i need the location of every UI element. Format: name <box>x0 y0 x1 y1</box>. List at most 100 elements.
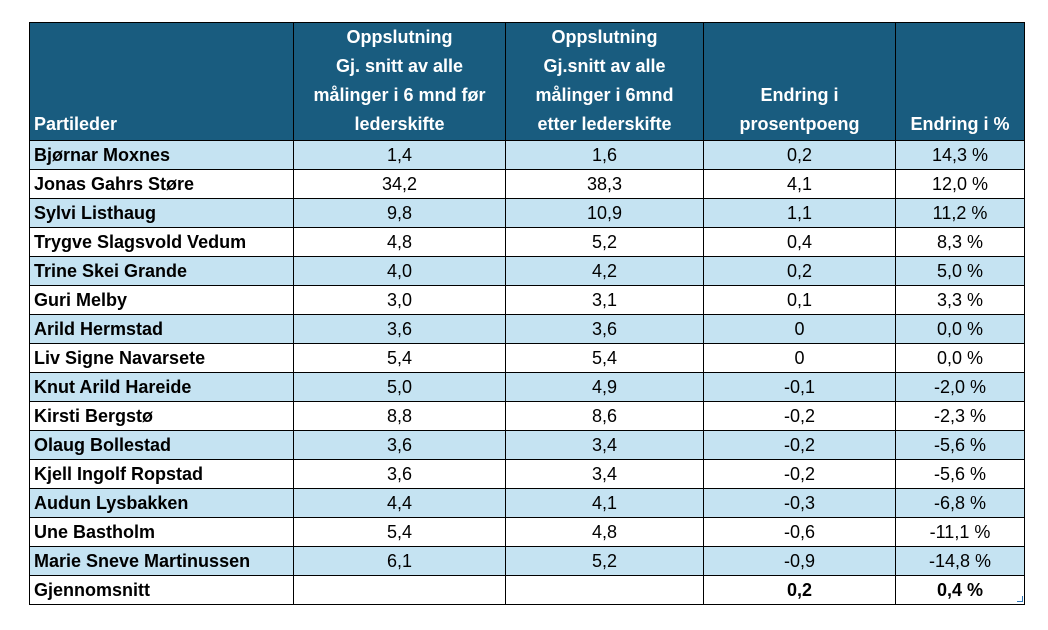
after-cell[interactable]: 4,1 <box>505 488 704 518</box>
after-cell[interactable]: 3,1 <box>505 285 704 315</box>
table-row: Jonas Gahrs Støre 34,2 38,3 4,1 12,0 % <box>29 169 1025 199</box>
change-pp-cell[interactable]: -0,3 <box>703 488 896 518</box>
before-cell[interactable]: 3,6 <box>293 459 506 489</box>
change-pct-cell[interactable]: -5,6 % <box>895 459 1025 489</box>
name-cell[interactable]: Trygve Slagsvold Vedum <box>29 227 294 257</box>
change-pp-cell[interactable]: 0,2 <box>703 140 896 170</box>
change-pct-cell[interactable]: 5,0 % <box>895 256 1025 286</box>
name-cell[interactable]: Guri Melby <box>29 285 294 315</box>
header-before[interactable]: Oppslutning Gj. snitt av alle målinger i… <box>293 22 506 141</box>
change-pct-cell[interactable]: -2,3 % <box>895 401 1025 431</box>
change-pp-cell[interactable]: 0 <box>703 343 896 373</box>
name-cell[interactable]: Liv Signe Navarsete <box>29 343 294 373</box>
after-cell[interactable]: 5,2 <box>505 546 704 576</box>
table-row: Liv Signe Navarsete 5,4 5,4 0 0,0 % <box>29 343 1025 373</box>
after-cell[interactable]: 38,3 <box>505 169 704 199</box>
name-cell[interactable]: Olaug Bollestad <box>29 430 294 460</box>
header-line: Oppslutning <box>551 27 658 47</box>
header-line: Endring i % <box>910 114 1010 134</box>
change-pct-cell[interactable]: 11,2 % <box>895 198 1025 228</box>
name-cell[interactable]: Trine Skei Grande <box>29 256 294 286</box>
before-cell[interactable]: 5,4 <box>293 517 506 547</box>
change-pct-cell[interactable]: 14,3 % <box>895 140 1025 170</box>
change-pct-cell[interactable]: -14,8 % <box>895 546 1025 576</box>
before-cell[interactable]: 4,8 <box>293 227 506 257</box>
before-cell[interactable]: 8,8 <box>293 401 506 431</box>
name-cell[interactable]: Kjell Ingolf Ropstad <box>29 459 294 489</box>
before-cell[interactable]: 5,0 <box>293 372 506 402</box>
after-cell[interactable]: 4,8 <box>505 517 704 547</box>
after-cell[interactable]: 1,6 <box>505 140 704 170</box>
change-pct-cell[interactable]: -11,1 % <box>895 517 1025 547</box>
change-pp-cell[interactable]: 0,1 <box>703 285 896 315</box>
change-pp-cell[interactable]: 0,2 <box>703 256 896 286</box>
after-cell[interactable]: 4,9 <box>505 372 704 402</box>
change-pp-cell[interactable]: 1,1 <box>703 198 896 228</box>
after-cell[interactable]: 8,6 <box>505 401 704 431</box>
change-pp-cell[interactable]: 0,4 <box>703 227 896 257</box>
name-cell[interactable]: Jonas Gahrs Støre <box>29 169 294 199</box>
name-cell[interactable]: Arild Hermstad <box>29 314 294 344</box>
after-cell[interactable]: 10,9 <box>505 198 704 228</box>
change-pct-cell[interactable]: 12,0 % <box>895 169 1025 199</box>
after-cell[interactable]: 3,4 <box>505 459 704 489</box>
after-cell[interactable]: 3,6 <box>505 314 704 344</box>
name-cell[interactable]: Une Bastholm <box>29 517 294 547</box>
total-label[interactable]: Gjennomsnitt <box>29 575 294 605</box>
change-pp-cell[interactable]: -0,6 <box>703 517 896 547</box>
before-cell[interactable]: 9,8 <box>293 198 506 228</box>
change-pct-cell[interactable]: -2,0 % <box>895 372 1025 402</box>
change-pct-cell[interactable]: 8,3 % <box>895 227 1025 257</box>
change-pp-cell[interactable]: -0,2 <box>703 430 896 460</box>
change-pp-cell[interactable]: -0,9 <box>703 546 896 576</box>
before-cell[interactable]: 3,6 <box>293 314 506 344</box>
change-pct-cell[interactable]: -5,6 % <box>895 430 1025 460</box>
name-cell[interactable]: Knut Arild Hareide <box>29 372 294 402</box>
total-change-pp[interactable]: 0,2 <box>703 575 896 605</box>
header-line: lederskifte <box>354 114 445 134</box>
table-row: Bjørnar Moxnes 1,4 1,6 0,2 14,3 % <box>29 140 1025 170</box>
change-pp-cell[interactable]: 0 <box>703 314 896 344</box>
change-pp-cell[interactable]: -0,1 <box>703 372 896 402</box>
before-cell[interactable]: 1,4 <box>293 140 506 170</box>
change-pp-cell[interactable]: -0,2 <box>703 401 896 431</box>
header-change-pp[interactable]: Endring i prosentpoeng <box>703 22 896 141</box>
total-before-cell[interactable] <box>293 575 506 605</box>
change-pct-cell[interactable]: 0,0 % <box>895 343 1025 373</box>
name-cell[interactable]: Audun Lysbakken <box>29 488 294 518</box>
table-row: Trygve Slagsvold Vedum 4,8 5,2 0,4 8,3 % <box>29 227 1025 257</box>
change-pct-cell[interactable]: -6,8 % <box>895 488 1025 518</box>
change-pct-cell[interactable]: 3,3 % <box>895 285 1025 315</box>
header-partileder[interactable]: Partileder <box>29 22 294 141</box>
table-row: Une Bastholm 5,4 4,8 -0,6 -11,1 % <box>29 517 1025 547</box>
before-cell[interactable]: 6,1 <box>293 546 506 576</box>
total-change-pct[interactable]: 0,4 % <box>895 575 1025 605</box>
name-cell[interactable]: Sylvi Listhaug <box>29 198 294 228</box>
total-after-cell[interactable] <box>505 575 704 605</box>
before-cell[interactable]: 3,0 <box>293 285 506 315</box>
header-line: etter lederskifte <box>537 114 672 134</box>
header-line: Gj.snitt av alle <box>543 56 666 76</box>
before-cell[interactable]: 5,4 <box>293 343 506 373</box>
change-pp-cell[interactable]: -0,2 <box>703 459 896 489</box>
before-cell[interactable]: 34,2 <box>293 169 506 199</box>
header-change-pct[interactable]: Endring i % <box>895 22 1025 141</box>
change-pp-cell[interactable]: 4,1 <box>703 169 896 199</box>
header-line: Oppslutning <box>346 27 453 47</box>
name-cell[interactable]: Marie Sneve Martinussen <box>29 546 294 576</box>
header-after[interactable]: Oppslutning Gj.snitt av alle målinger i … <box>505 22 704 141</box>
after-cell[interactable]: 4,2 <box>505 256 704 286</box>
after-cell[interactable]: 3,4 <box>505 430 704 460</box>
table-row: Audun Lysbakken 4,4 4,1 -0,3 -6,8 % <box>29 488 1025 518</box>
change-pct-cell[interactable]: 0,0 % <box>895 314 1025 344</box>
before-cell[interactable]: 4,0 <box>293 256 506 286</box>
table-row: Kjell Ingolf Ropstad 3,6 3,4 -0,2 -5,6 % <box>29 459 1025 489</box>
before-cell[interactable]: 4,4 <box>293 488 506 518</box>
quick-analysis-icon[interactable] <box>1017 596 1023 602</box>
before-cell[interactable]: 3,6 <box>293 430 506 460</box>
after-cell[interactable]: 5,4 <box>505 343 704 373</box>
table-row: Trine Skei Grande 4,0 4,2 0,2 5,0 % <box>29 256 1025 286</box>
name-cell[interactable]: Bjørnar Moxnes <box>29 140 294 170</box>
name-cell[interactable]: Kirsti Bergstø <box>29 401 294 431</box>
after-cell[interactable]: 5,2 <box>505 227 704 257</box>
